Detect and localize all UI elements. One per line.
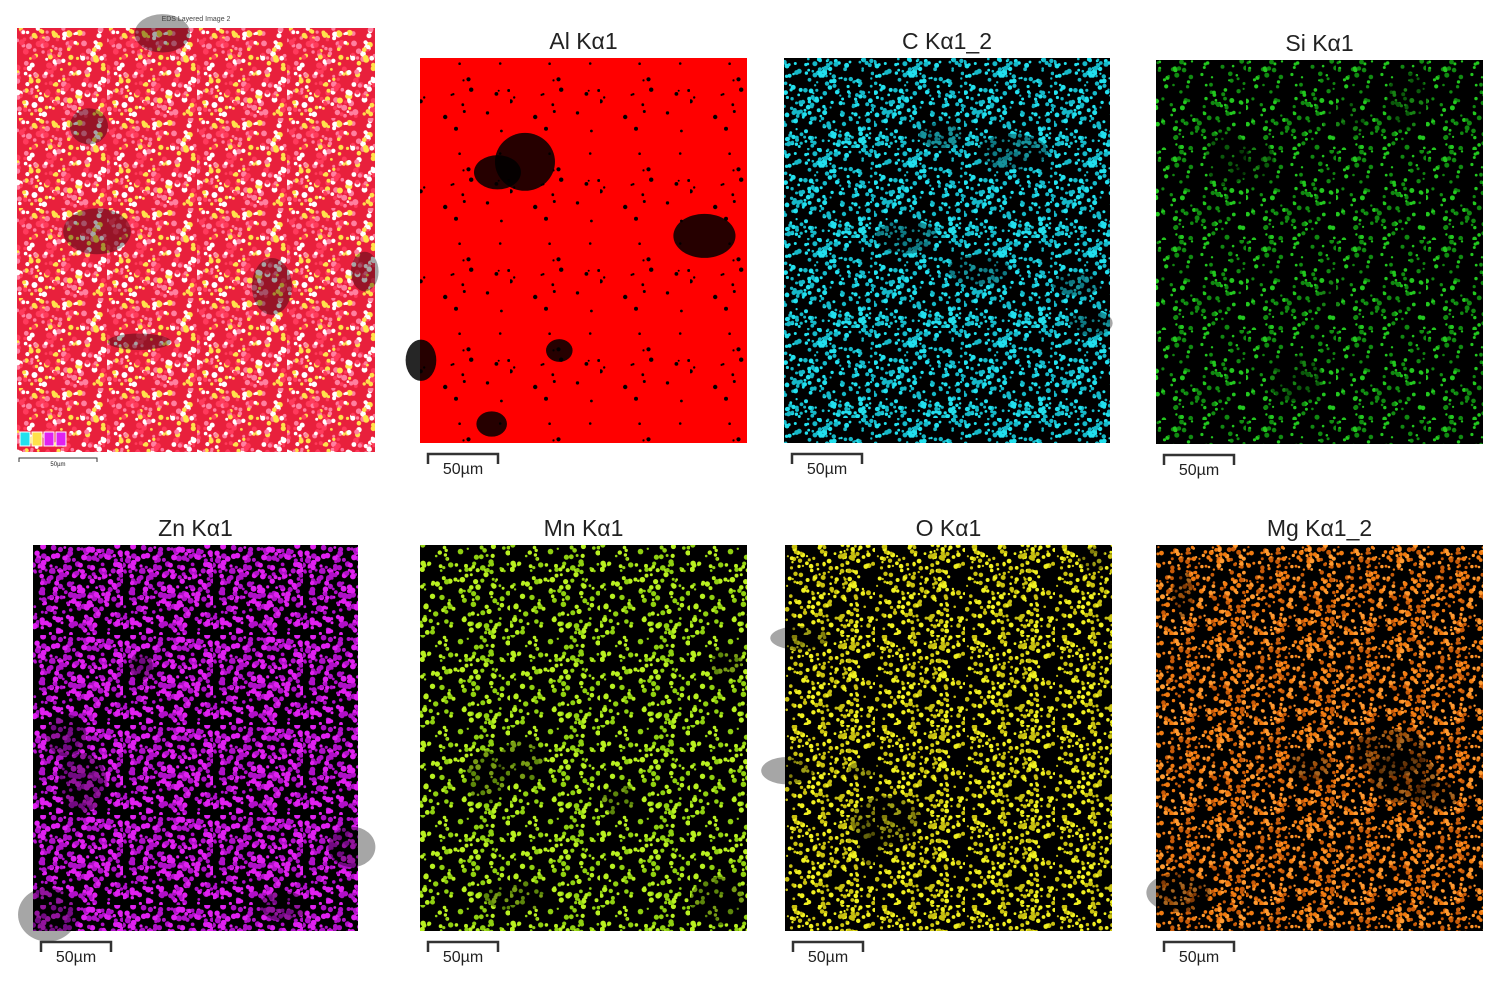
panel-title: Si Kα1: [1285, 30, 1353, 56]
map-feature: [761, 756, 814, 785]
scale-label: 50µm: [1179, 949, 1219, 966]
map-feature: [1351, 728, 1430, 776]
scale-bar: [1162, 453, 1236, 465]
element-map: [17, 28, 375, 452]
map-feature: [1172, 570, 1194, 618]
scale-bar: [791, 940, 865, 952]
map-feature: [405, 339, 437, 381]
scale-bar: [18, 457, 98, 462]
map-feature: [350, 251, 379, 292]
map-feature: [69, 108, 109, 145]
element-map: [785, 545, 1112, 931]
map-feature: [1289, 749, 1333, 782]
scale-bar: [1162, 940, 1236, 952]
map-feature: [46, 714, 87, 757]
map-feature: [107, 333, 171, 350]
map-feature: [18, 887, 78, 942]
scale-label: 50µm: [1179, 462, 1219, 479]
element-map: [420, 545, 747, 931]
map-feature: [498, 739, 545, 784]
map-feature: [857, 820, 882, 866]
map-feature: [328, 826, 376, 868]
panel-title: Mn Kα1: [544, 515, 624, 541]
map-feature: [1267, 354, 1324, 402]
element-map: [784, 58, 1110, 443]
layer-swatch: [19, 431, 31, 447]
map-feature: [473, 155, 521, 190]
map-feature: [259, 891, 308, 922]
map-feature: [1322, 101, 1366, 140]
map-feature: [466, 750, 505, 804]
map-feature: [1205, 130, 1249, 186]
scale-bar: [426, 940, 500, 952]
scale-bar: [790, 452, 864, 464]
map-feature: [875, 220, 938, 254]
map-feature: [1412, 780, 1460, 810]
map-feature: [1319, 278, 1341, 313]
scale-label: 50µm: [443, 949, 483, 966]
element-map: [33, 545, 358, 931]
map-feature: [947, 254, 1010, 286]
map-feature: [476, 411, 507, 437]
map-feature: [546, 339, 573, 362]
scale-bar: [39, 940, 113, 952]
map-feature: [918, 122, 963, 149]
map-feature: [1146, 872, 1211, 913]
scale-bar: [426, 452, 500, 464]
map-feature: [850, 795, 922, 846]
map-feature: [690, 876, 744, 926]
map-feature: [673, 213, 736, 258]
panel-title: C Kα1_2: [902, 28, 992, 54]
map-feature: [770, 626, 829, 650]
panel-title: Mg Kα1_2: [1267, 515, 1372, 541]
element-map: [1156, 545, 1483, 931]
map-feature: [58, 753, 107, 813]
scale-label: 50µm: [56, 949, 96, 966]
layer-swatch: [55, 431, 67, 447]
scale-label: 50µm: [443, 461, 483, 478]
map-feature: [482, 881, 555, 911]
panel-title: EDS Layered Image 2: [162, 16, 231, 23]
scale-label: 50µm: [50, 462, 65, 468]
scale-label: 50µm: [807, 461, 847, 478]
layer-swatch: [43, 431, 55, 447]
map-feature: [63, 208, 131, 255]
map-feature: [977, 133, 1048, 170]
panel-title: O Kα1: [916, 515, 982, 541]
map-feature: [1069, 310, 1113, 336]
map-feature: [1369, 753, 1439, 804]
map-feature: [1052, 271, 1102, 296]
panel-title: Zn Kα1: [158, 515, 233, 541]
map-feature: [129, 651, 153, 681]
scale-label: 50µm: [808, 949, 848, 966]
map-feature: [1235, 136, 1274, 184]
map-feature: [134, 14, 191, 53]
map-feature: [251, 257, 292, 315]
layer-swatch: [31, 431, 43, 447]
map-feature: [1079, 547, 1107, 572]
element-map: [1156, 60, 1483, 444]
panel-title: Al Kα1: [549, 28, 617, 54]
map-feature: [711, 646, 743, 680]
map-feature: [848, 761, 882, 778]
map-feature: [1386, 72, 1429, 129]
map-feature: [601, 783, 637, 817]
